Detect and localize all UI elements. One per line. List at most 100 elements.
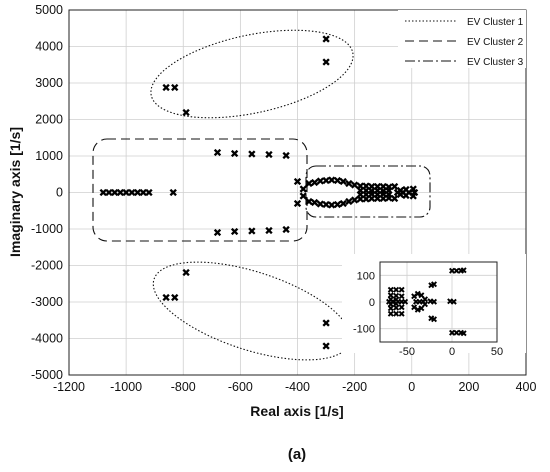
pole-marker: ✖ <box>427 297 435 307</box>
pole-marker: ✖ <box>448 267 456 277</box>
pole-marker: ✖ <box>379 185 388 198</box>
y-tick-label: 2000 <box>35 113 63 127</box>
pole-marker: ✖ <box>304 196 313 209</box>
pole-marker: ✖ <box>421 301 429 311</box>
pole-marker: ✖ <box>385 298 393 308</box>
x-tick-label: -200 <box>342 380 367 394</box>
pole-marker: ✖ <box>230 147 239 160</box>
y-tick-label: -3000 <box>31 295 63 309</box>
pole-marker: ✖ <box>373 193 382 206</box>
pole-marker: ✖ <box>387 295 395 305</box>
pole-marker: ✖ <box>421 295 429 305</box>
pole-marker: ✖ <box>181 266 190 279</box>
pole-marker: ✖ <box>104 187 113 200</box>
x-tick-label: 400 <box>516 380 537 394</box>
pole-marker: ✖ <box>453 267 461 277</box>
pole-marker: ✖ <box>333 199 342 212</box>
pole-marker: ✖ <box>321 317 330 330</box>
pole-marker: ✖ <box>321 174 330 187</box>
pole-marker: ✖ <box>327 174 336 187</box>
y-tick-label: 4000 <box>35 40 63 54</box>
pole-marker: ✖ <box>127 187 136 200</box>
pole-marker: ✖ <box>230 226 239 239</box>
x-tick-label: 200 <box>458 380 479 394</box>
pole-marker: ✖ <box>321 56 330 69</box>
pole-marker: ✖ <box>389 298 397 308</box>
pole-marker: ✖ <box>373 180 382 193</box>
pole-marker: ✖ <box>304 177 313 190</box>
pole-marker: ✖ <box>321 199 330 212</box>
pole-marker: ✖ <box>339 176 348 189</box>
pole-marker: ✖ <box>430 315 438 325</box>
pole-marker: ✖ <box>144 187 153 200</box>
pole-marker: ✖ <box>264 149 273 162</box>
pole-marker: ✖ <box>398 298 406 308</box>
pole-marker: ✖ <box>412 298 420 308</box>
pole-marker: ✖ <box>390 181 399 194</box>
cluster-1-lower-ellipse <box>152 261 352 361</box>
pole-marker: ✖ <box>264 224 273 237</box>
pole-marker: ✖ <box>293 197 302 210</box>
pole-marker: ✖ <box>247 148 256 161</box>
pole-marker: ✖ <box>361 193 370 206</box>
pole-marker: ✖ <box>392 292 400 302</box>
pole-marker: ✖ <box>169 187 178 200</box>
pole-marker: ✖ <box>398 286 406 296</box>
pole-marker: ✖ <box>281 224 290 237</box>
pole-marker: ✖ <box>394 298 402 308</box>
pole-marker: ✖ <box>392 310 400 320</box>
pole-marker: ✖ <box>401 189 410 202</box>
y-tick-label: -4000 <box>31 332 63 346</box>
pole-marker: ✖ <box>392 304 400 314</box>
pole-marker: ✖ <box>450 298 458 308</box>
pole-marker: ✖ <box>396 189 405 202</box>
pole-marker: ✖ <box>418 291 426 301</box>
pole-marker: ✖ <box>387 305 395 315</box>
pole-marker: ✖ <box>419 298 427 308</box>
pole-marker: ✖ <box>367 192 376 205</box>
pole-marker: ✖ <box>409 190 418 203</box>
inset-background <box>342 254 526 353</box>
x-tick-label: -1000 <box>110 380 142 394</box>
legend-label-cluster-1: EV Cluster 1 <box>467 17 524 28</box>
pole-marker: ✖ <box>170 292 179 305</box>
y-tick-label: 5000 <box>35 3 63 17</box>
main-tick-labels: -1200 -1000 -800 -600 -400 -200 0 200 400-5000-4… <box>31 3 536 394</box>
y-tick-label: -1000 <box>31 222 63 236</box>
x-tick-label: 0 <box>408 380 415 394</box>
pole-marker: ✖ <box>460 267 468 277</box>
pole-marker: ✖ <box>414 290 422 300</box>
legend-box <box>398 10 526 68</box>
pole-marker: ✖ <box>401 298 409 308</box>
pole-marker: ✖ <box>181 107 190 120</box>
pole-marker: ✖ <box>457 329 465 339</box>
pole-marker: ✖ <box>384 185 393 198</box>
pole-marker: ✖ <box>316 175 325 188</box>
inset-pole-markers: ✖✖✖✖✖✖✖✖✖✖✖✖✖✖✖✖✖✖✖✖✖✖✖✖✖✖✖✖✖✖✖✖✖✖✖✖✖✖ ✖✖… <box>385 267 467 340</box>
pole-marker: ✖ <box>398 303 406 313</box>
pole-marker: ✖ <box>133 187 142 200</box>
pole-marker: ✖ <box>384 188 393 201</box>
legend-label-cluster-2: EV Cluster 2 <box>467 37 524 48</box>
pole-marker: ✖ <box>401 184 410 197</box>
cluster-1-upper-ellipse <box>150 29 354 119</box>
pole-marker: ✖ <box>392 296 400 306</box>
pole-marker: ✖ <box>321 340 330 353</box>
pole-marker: ✖ <box>356 193 365 206</box>
x-tick-label: -50 <box>399 346 415 358</box>
pole-marker: ✖ <box>416 298 424 308</box>
pole-marker: ✖ <box>457 267 465 277</box>
pole-marker: ✖ <box>162 292 171 305</box>
pole-marker: ✖ <box>110 187 119 200</box>
pole-marker: ✖ <box>350 179 359 192</box>
y-tick-label: 0 <box>369 297 375 309</box>
x-tick-label: -1200 <box>53 380 85 394</box>
pole-marker: ✖ <box>393 187 402 200</box>
y-tick-label: 0 <box>56 186 63 200</box>
pole-marker: ✖ <box>384 192 393 205</box>
legend-label-cluster-3: EV Cluster 3 <box>467 57 524 68</box>
pole-marker: ✖ <box>418 305 426 315</box>
pole-marker: ✖ <box>299 190 308 203</box>
